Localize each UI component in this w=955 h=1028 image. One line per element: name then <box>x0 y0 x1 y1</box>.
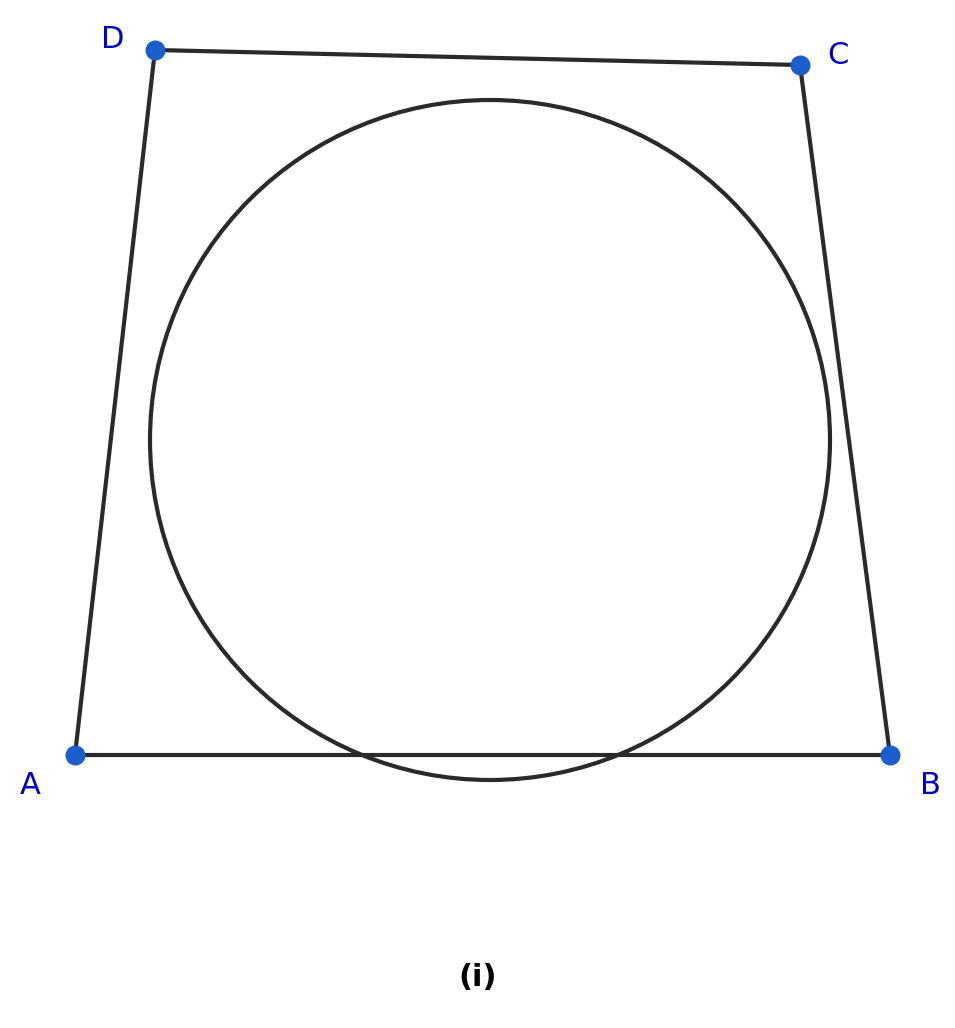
Point <box>147 42 162 59</box>
Text: (i): (i) <box>458 963 497 992</box>
Text: D: D <box>101 26 125 54</box>
Text: B: B <box>920 771 941 800</box>
Point <box>68 746 83 763</box>
Point <box>882 746 898 763</box>
Point <box>793 57 808 73</box>
Text: C: C <box>827 40 849 70</box>
Text: A: A <box>19 771 40 800</box>
